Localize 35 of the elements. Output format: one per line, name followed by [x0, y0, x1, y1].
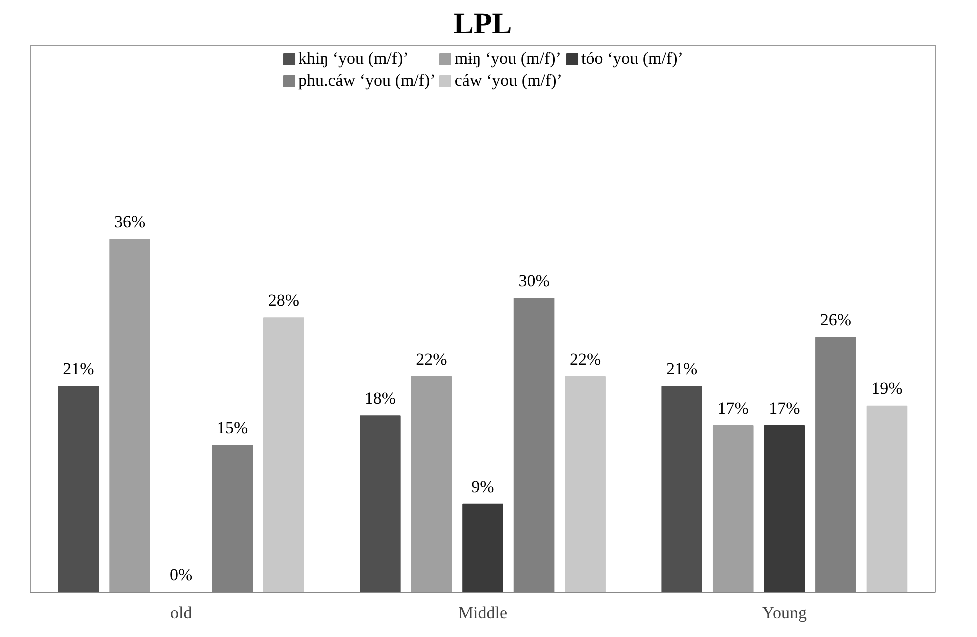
legend-label: cáw ‘you (m/f)’	[454, 71, 563, 91]
data-label: 9%	[472, 477, 494, 496]
data-label: 17%	[718, 398, 749, 418]
bar	[264, 318, 304, 592]
data-label: 21%	[666, 360, 698, 379]
bar	[764, 425, 806, 592]
chart-title: LPL	[454, 8, 512, 40]
data-label: 36%	[114, 212, 146, 232]
data-label: 22%	[416, 350, 448, 369]
data-label: 18%	[364, 389, 396, 408]
data-label: 26%	[820, 310, 852, 330]
bar	[411, 376, 452, 592]
bar	[866, 406, 908, 592]
legend-label: tóo ‘you (m/f)’	[582, 49, 684, 69]
data-label: 15%	[217, 418, 248, 438]
legend-label: phu.cáw ‘you (m/f)’	[298, 71, 436, 91]
bar	[712, 425, 754, 592]
x-tick-label: Young	[762, 604, 808, 622]
bar	[662, 386, 702, 592]
bar	[360, 416, 401, 592]
bar	[565, 376, 606, 592]
data-label: 30%	[518, 271, 550, 290]
data-label: 17%	[769, 398, 800, 418]
data-label: 19%	[872, 379, 903, 398]
data-label: 0%	[170, 566, 193, 584]
data-label: 21%	[63, 360, 94, 379]
data-label: 28%	[268, 291, 300, 310]
bar	[58, 386, 100, 592]
x-tick-label: Middle	[458, 604, 508, 622]
data-label: 22%	[570, 350, 602, 369]
bar	[110, 239, 150, 592]
x-tick-label: old	[170, 604, 193, 622]
legend-label: mɨŋ ‘you (m/f)’	[454, 49, 562, 69]
legend-label: khiŋ ‘you (m/f)’	[298, 49, 409, 69]
bar	[462, 504, 504, 592]
